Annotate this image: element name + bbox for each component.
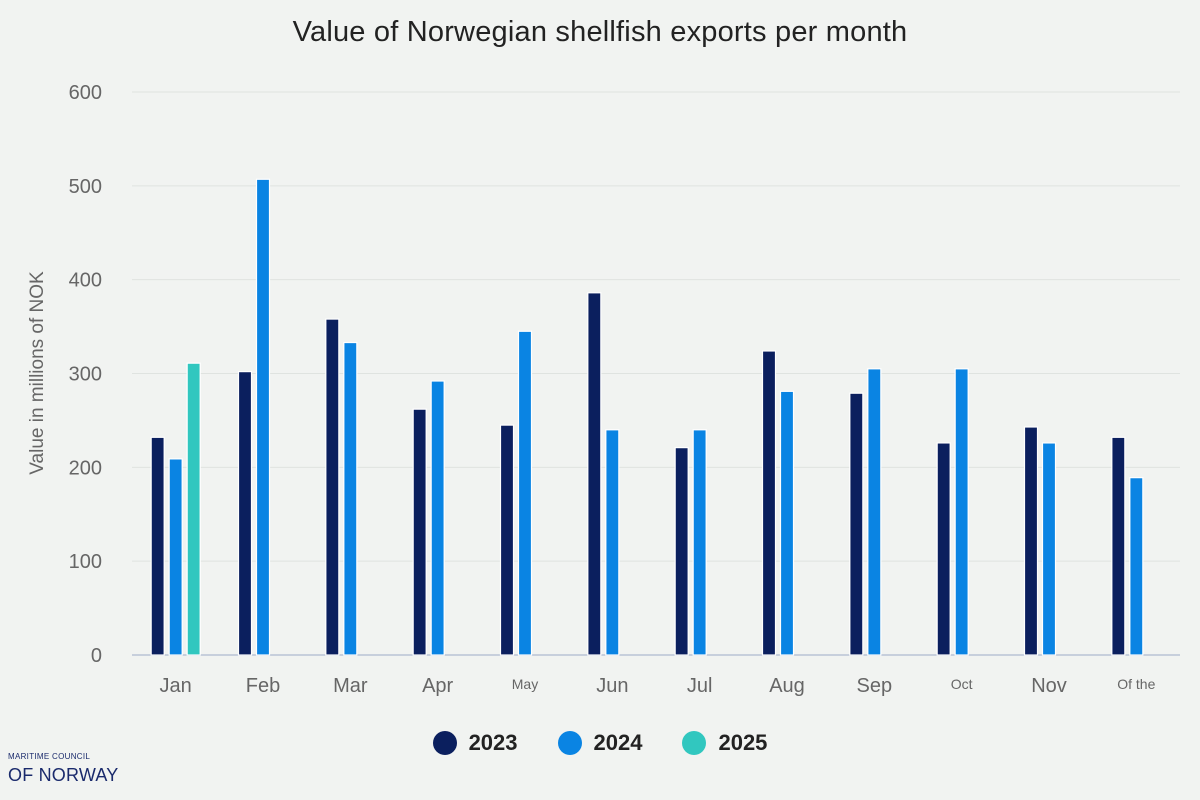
bar-2024-mar bbox=[343, 341, 358, 656]
y-tick-label: 200 bbox=[69, 457, 102, 479]
bar-2025-jan bbox=[186, 362, 201, 656]
y-tick-label: 600 bbox=[69, 82, 102, 104]
bar-2023-sep bbox=[849, 392, 864, 656]
x-tick-label: Jul bbox=[687, 675, 713, 697]
bar-2024-oct bbox=[954, 368, 969, 656]
x-tick-label: May bbox=[512, 676, 538, 692]
bar-2024-may bbox=[517, 330, 533, 656]
bar-2024-jul bbox=[692, 429, 707, 656]
bar-2023-apr bbox=[412, 408, 427, 656]
legend-swatch-2024 bbox=[557, 731, 582, 755]
bar-2024-of-the bbox=[1129, 477, 1144, 656]
bar-2023-aug bbox=[761, 350, 777, 656]
legend-swatch-2023 bbox=[432, 731, 457, 755]
bar-2023-feb bbox=[237, 371, 253, 656]
y-tick-label: 300 bbox=[69, 364, 102, 386]
legend-item-2025[interactable]: 2025 bbox=[682, 730, 767, 756]
legend: 2023 2024 2025 bbox=[0, 730, 1200, 756]
x-tick-label: Aug bbox=[769, 675, 805, 697]
bar-2024-feb bbox=[255, 178, 271, 656]
x-tick-label: Apr bbox=[422, 675, 453, 697]
x-tick-label: Nov bbox=[1031, 675, 1067, 697]
bar-2023-mar bbox=[325, 318, 340, 656]
bar-2024-jun bbox=[605, 429, 620, 656]
y-tick-label: 100 bbox=[69, 551, 102, 573]
bar-2023-oct bbox=[936, 442, 951, 656]
x-tick-label: Mar bbox=[333, 675, 368, 697]
bar-2024-sep bbox=[867, 368, 882, 656]
bar-2024-aug bbox=[779, 390, 795, 656]
legend-label-2025: 2025 bbox=[718, 730, 768, 755]
y-tick-label: 0 bbox=[91, 645, 102, 667]
bar-2023-jun bbox=[587, 292, 602, 656]
logo-big-text: OF NORWAY bbox=[8, 765, 119, 785]
x-tick-label: Jun bbox=[596, 675, 628, 697]
bar-2024-apr bbox=[430, 380, 445, 656]
x-tick-label: Jan bbox=[160, 675, 192, 697]
legend-item-2024[interactable]: 2024 bbox=[557, 730, 643, 756]
bar-2023-may bbox=[499, 424, 515, 656]
bar-2023-nov bbox=[1023, 426, 1039, 656]
y-tick-label: 400 bbox=[69, 270, 102, 292]
bar-2024-jan bbox=[168, 458, 183, 656]
bar-2024-nov bbox=[1041, 442, 1057, 656]
brand-logo: MARITIME COUNCIL OF NORWAY bbox=[8, 752, 118, 786]
bar-2023-of-the bbox=[1111, 436, 1126, 656]
logo-small-text: MARITIME COUNCIL bbox=[8, 752, 91, 761]
x-tick-label: Oct bbox=[951, 676, 973, 692]
x-tick-label: Feb bbox=[246, 675, 280, 697]
x-tick-label: Of the bbox=[1117, 676, 1155, 692]
y-tick-label: 500 bbox=[69, 176, 102, 198]
legend-label-2024: 2024 bbox=[593, 730, 643, 755]
x-tick-label: Sep bbox=[857, 675, 893, 697]
legend-item-2023[interactable]: 2023 bbox=[432, 730, 518, 756]
legend-label-2023: 2023 bbox=[468, 730, 518, 755]
chart-title: Value of Norwegian shellfish exports per… bbox=[292, 16, 908, 48]
bar-2023-jan bbox=[150, 436, 165, 656]
legend-swatch-2025 bbox=[682, 731, 707, 755]
bar-2023-jul bbox=[674, 447, 689, 656]
